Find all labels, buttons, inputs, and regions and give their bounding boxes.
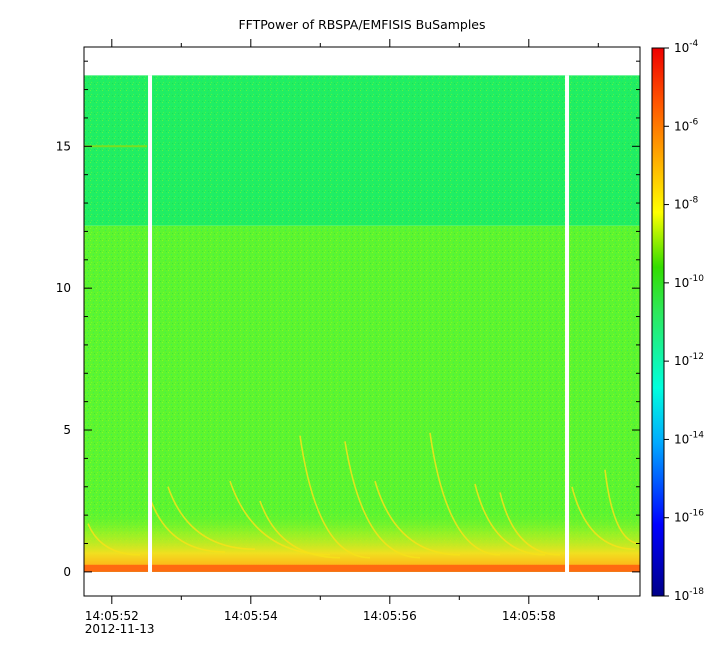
data-gap (565, 75, 570, 573)
x-tick-label: 14:05:56 (363, 609, 417, 623)
y-tick-label: 0 (63, 565, 71, 579)
noise-texture (84, 75, 640, 572)
chorus-streak (167, 486, 256, 550)
colorbar-tick-label: 10-8 (674, 196, 699, 212)
colorbar-tick-label: 10-14 (674, 430, 704, 446)
y-axis: 0 5 10 15 (56, 60, 640, 579)
chorus-streak (474, 483, 546, 556)
chorus-streak (499, 492, 561, 556)
y-tick-label: 5 (63, 423, 71, 437)
chorus-streak (299, 435, 371, 559)
chorus-streak (374, 480, 461, 556)
colorbar-tick-label: 10-16 (674, 509, 704, 525)
chart-title: FFTPower of RBSPA/EMFISIS BuSamples (238, 17, 486, 32)
y-tick-label: 10 (56, 281, 71, 295)
plot-area (83, 46, 641, 597)
colorbar: 10-4 10-6 10-8 10-10 10-12 10-14 10-16 10-18 (651, 39, 704, 603)
low-frequency-band (84, 509, 640, 568)
chorus-streak (571, 486, 636, 550)
low-frequency-floor (84, 564, 640, 572)
colorbar-tick-label: 10-4 (674, 39, 699, 55)
y-tick-label: 15 (56, 139, 71, 153)
chorus-streak (149, 497, 226, 553)
x-tick-label: 14:05:54 (224, 609, 278, 623)
colorbar-tick-label: 10-10 (674, 274, 704, 290)
plot-frame (83, 46, 641, 597)
x-tick-label: 14:05:52 (85, 609, 139, 623)
colorbar-tick-label: 10-18 (674, 587, 704, 603)
colorbar-tick-label: 10-6 (674, 117, 699, 133)
chorus-streak (259, 500, 341, 559)
chorus-streak (429, 432, 501, 556)
colorbar-gradient (651, 47, 665, 597)
colorbar-tick-label: 10-12 (674, 352, 704, 368)
chorus-streak (87, 523, 141, 556)
chorus-streak (344, 441, 421, 559)
x-tick-label: 14:05:58 (502, 609, 556, 623)
x-tick-date: 2012-11-13 (85, 622, 155, 636)
data-gap (148, 75, 153, 573)
chorus-streak (604, 469, 641, 545)
